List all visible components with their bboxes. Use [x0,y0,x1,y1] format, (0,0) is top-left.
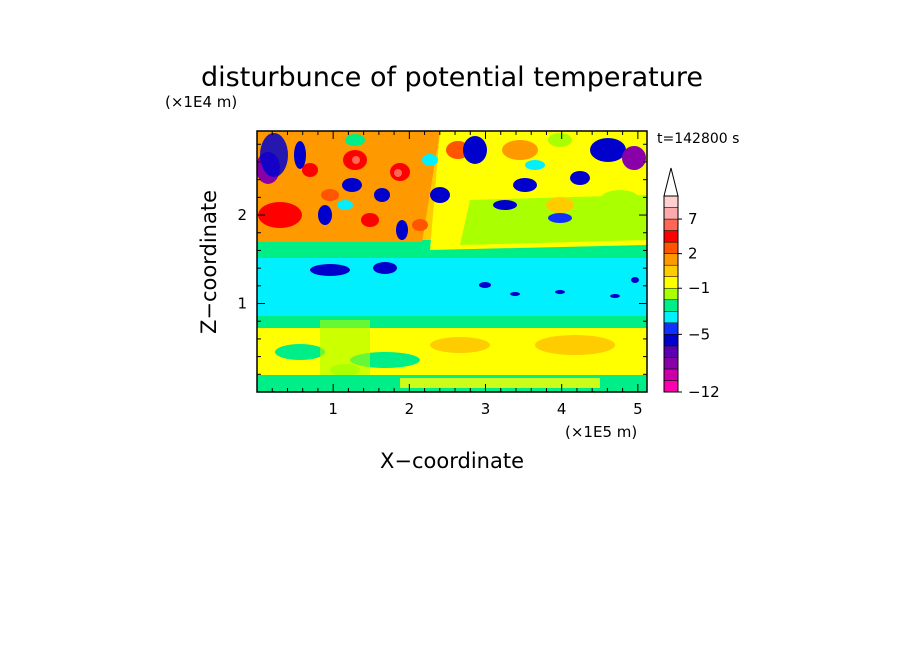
red-blob [258,202,302,228]
blue-speck [631,277,639,283]
colorbar-label: 7 [688,210,698,228]
time-label: t=142800 s [657,131,739,147]
colorbar-swatch [663,276,679,289]
green-blob [600,190,640,210]
blue-blob [396,220,408,240]
colorbar-label: 2 [688,245,698,263]
x-axis-ticks: 1 2 3 4 5 [271,131,643,418]
blue-speck [555,290,565,294]
red-blob [321,189,339,201]
blue-blob [342,178,362,192]
orange-blob [430,337,490,353]
chart-title: disturbunce of potential temperature [201,62,703,93]
blue-blob [463,136,487,164]
orange-blob [502,140,538,160]
colorbar-swatch [663,357,679,370]
wave-features [257,133,646,276]
cyan-blob [422,154,438,166]
blue-blob [373,262,397,274]
colorbar-label: −12 [688,383,720,401]
colorbar-label: −5 [688,325,710,343]
colorbar-swatch [663,241,679,254]
x-tick-label: 2 [405,400,415,418]
blue-blob [548,213,572,223]
x-scale-label: (×1E5 m) [565,423,637,441]
orange-blob [546,197,574,213]
blue-blob [260,133,288,177]
orange-blob [535,335,615,355]
pink-blob [394,169,402,177]
y-tick-label: 1 [237,295,247,313]
colorbar-swatch [663,368,679,381]
x-tick-label: 4 [557,400,567,418]
colorbar: 7 2 −1 −5 −12 [663,167,720,401]
colorbar-swatch [663,218,679,231]
red-blob [412,219,428,231]
blue-speck [510,292,520,296]
cyan-blob [337,200,353,210]
colorbar-swatch [663,207,679,220]
lower-layer [257,320,647,392]
colorbar-swatch [663,345,679,358]
pink-blob [352,156,360,164]
blue-blob [318,205,332,225]
blue-blob [493,200,517,210]
y-scale-label: (×1E4 m) [165,93,237,111]
plot-frame [256,130,648,393]
blue-blob [294,141,306,169]
colorbar-swatch [663,380,679,393]
colorbar-swatch [663,299,679,312]
colorbar-swatch [663,287,679,301]
green-blob [345,134,365,146]
colorbar-extend-arrow [663,167,679,197]
blue-speck [479,282,491,288]
colorbar-swatch [663,322,679,335]
green-stripes [320,320,370,380]
green-blob [275,344,325,360]
cyan-blob [525,160,545,170]
red-blob [302,163,318,177]
colorbar-frame [663,195,679,393]
x-tick-label: 1 [328,400,338,418]
red-blob [361,213,379,227]
purple-blob [622,146,646,170]
blue-blob [570,171,590,185]
mid-cyan-band [257,277,647,330]
blue-blob [430,187,450,203]
colorbar-swatch [663,195,679,208]
x-axis-label: X−coordinate [380,449,524,473]
cyan-band [257,282,647,318]
blue-speck [610,294,620,298]
y-tick-label: 2 [237,206,247,224]
green-band-low [257,316,647,330]
blue-blob [374,188,390,202]
upper-green-band-left [257,242,427,258]
blue-blob [590,138,626,162]
colorbar-swatch [663,311,679,324]
plot-area [257,131,647,392]
surface-yellow [400,378,600,388]
colorbar-swatch [663,230,679,243]
blue-blob [513,178,537,192]
colorbar-swatch [663,334,679,347]
x-tick-label: 3 [481,400,491,418]
colorbar-swatch [663,264,679,277]
blue-blob [310,264,350,276]
green-blob [548,133,572,147]
colorbar-label: −1 [688,279,710,297]
y-axis-label: Z−coordinate [197,190,221,334]
y-axis-ticks: 12 [237,143,647,375]
x-tick-label: 5 [633,400,643,418]
colorbar-swatch [663,253,679,266]
